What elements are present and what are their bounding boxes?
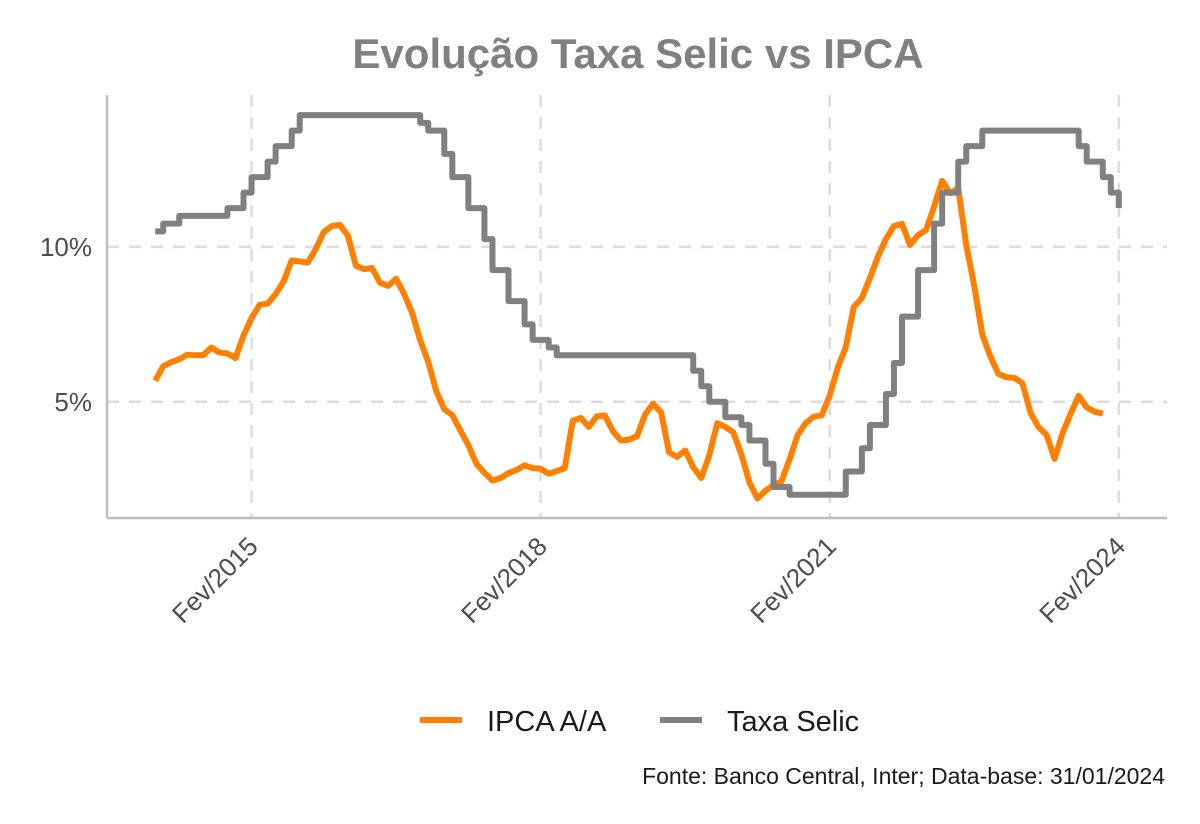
grid bbox=[107, 95, 1167, 518]
legend-item-ipca[interactable]: IPCA A/A bbox=[420, 706, 607, 738]
source-caption: Fonte: Banco Central, Inter; Data-base: … bbox=[642, 763, 1165, 789]
legend-label-ipca: IPCA A/A bbox=[487, 706, 607, 738]
x-tick-label: Fev/2021 bbox=[744, 531, 842, 629]
legend-label-selic: Taxa Selic bbox=[727, 706, 859, 738]
tick-labels: 5% 10% Fev/2015 Fev/2018 Fev/2021 Fev/2024 bbox=[40, 232, 1131, 629]
series-line-ipca bbox=[152, 177, 1104, 502]
legend-item-selic[interactable]: Taxa Selic bbox=[660, 706, 859, 738]
legend: IPCA A/A Taxa Selic bbox=[420, 706, 859, 738]
x-tick-label: Fev/2015 bbox=[166, 531, 264, 629]
y-tick-label: 10% bbox=[40, 232, 92, 262]
series-line-selic bbox=[155, 112, 1122, 498]
chart-title: Evolução Taxa Selic vs IPCA bbox=[352, 30, 923, 77]
x-tick-label: Fev/2018 bbox=[455, 531, 553, 629]
x-tick-label: Fev/2024 bbox=[1033, 531, 1131, 629]
y-tick-label: 5% bbox=[54, 387, 92, 417]
series-lines bbox=[152, 112, 1122, 502]
